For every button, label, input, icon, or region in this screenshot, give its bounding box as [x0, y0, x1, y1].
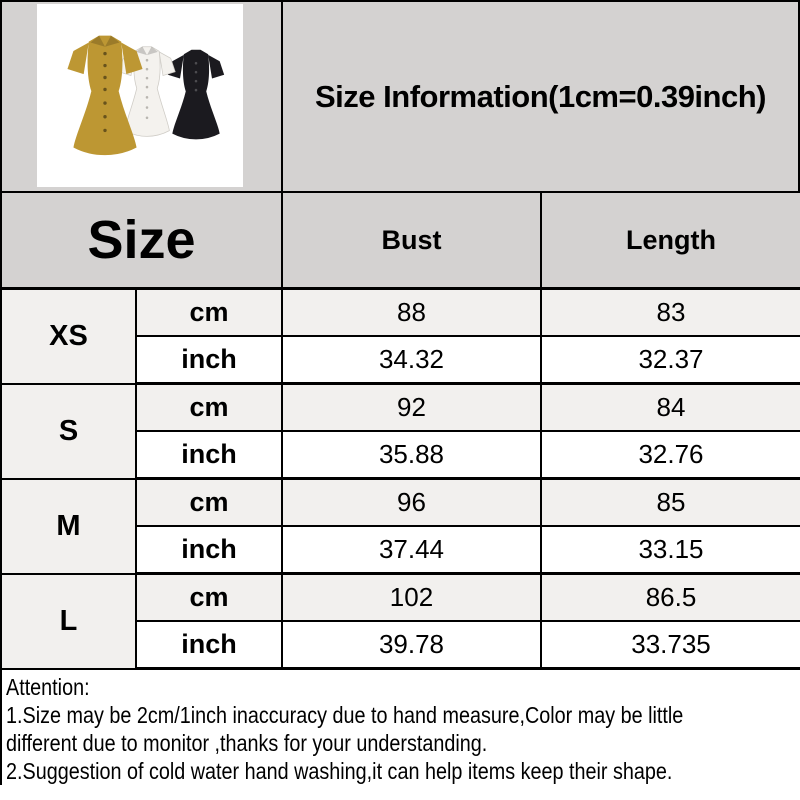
m-bust-inch: 37.44: [281, 525, 542, 575]
bust-header-cell: Bust: [281, 191, 542, 290]
l-length-cm: 86.5: [540, 572, 800, 622]
unit-cell-inch: inch: [135, 620, 283, 670]
s-bust-inch: 35.88: [281, 430, 542, 480]
xs-bust-cm: 88: [281, 287, 542, 337]
size-label-l: L: [0, 572, 137, 670]
attention-line: different due to monitor ,thanks for you…: [6, 730, 488, 756]
l-bust-cm: 102: [281, 572, 542, 622]
table-header-row: Size Bust Length: [0, 191, 800, 290]
xs-length-cm: 83: [540, 287, 800, 337]
size-header-cell: Size: [0, 191, 283, 290]
m-bust-cm: 96: [281, 477, 542, 527]
product-photo-cell: [2, 2, 283, 191]
m-length-cm: 85: [540, 477, 800, 527]
size-info-title: Size Information(1cm=0.39inch): [315, 78, 766, 114]
s-length-inch: 32.76: [540, 430, 800, 480]
attention-line: 1.Size may be 2cm/1inch inaccuracy due t…: [6, 702, 684, 728]
xs-length-inch: 32.37: [540, 335, 800, 385]
size-label-s: S: [0, 382, 137, 480]
xs-bust-inch: 34.32: [281, 335, 542, 385]
attention-heading: Attention:: [6, 674, 90, 700]
unit-cell-cm: cm: [135, 287, 283, 337]
unit-cell-inch: inch: [135, 335, 283, 385]
size-label-m: M: [0, 477, 137, 575]
m-length-inch: 33.15: [540, 525, 800, 575]
s-length-cm: 84: [540, 382, 800, 432]
unit-cell-inch: inch: [135, 430, 283, 480]
attention-note: Attention: 1.Size may be 2cm/1inch inacc…: [0, 670, 800, 785]
table-row: XS cm 88 83: [0, 287, 800, 385]
l-bust-inch: 39.78: [281, 620, 542, 670]
unit-cell-inch: inch: [135, 525, 283, 575]
unit-cell-cm: cm: [135, 572, 283, 622]
l-length-inch: 33.735: [540, 620, 800, 670]
size-info-header: Size Information(1cm=0.39inch): [283, 2, 798, 191]
unit-cell-cm: cm: [135, 382, 283, 432]
table-row: inch 37.44 33.15: [1, 525, 800, 575]
s-bust-cm: 92: [281, 382, 542, 432]
attention-line: 2.Suggestion of cold water hand washing,…: [6, 758, 673, 784]
unit-cell-cm: cm: [135, 477, 283, 527]
table-row: S cm 92 84: [0, 382, 800, 480]
mustard-dress-image: [62, 28, 148, 156]
product-photo: [37, 4, 243, 187]
size-table: Size Bust Length XS cm 88 83 inch 34.32 …: [0, 191, 800, 670]
table-row: L cm 102 86.5: [0, 572, 800, 670]
table-row: M cm 96 85: [0, 477, 800, 575]
product-banner: Size Information(1cm=0.39inch): [0, 0, 800, 191]
size-label-xs: XS: [0, 287, 137, 385]
table-row: inch 34.32 32.37: [1, 335, 800, 385]
length-header-cell: Length: [540, 191, 800, 290]
table-row: inch 35.88 32.76: [1, 430, 800, 480]
